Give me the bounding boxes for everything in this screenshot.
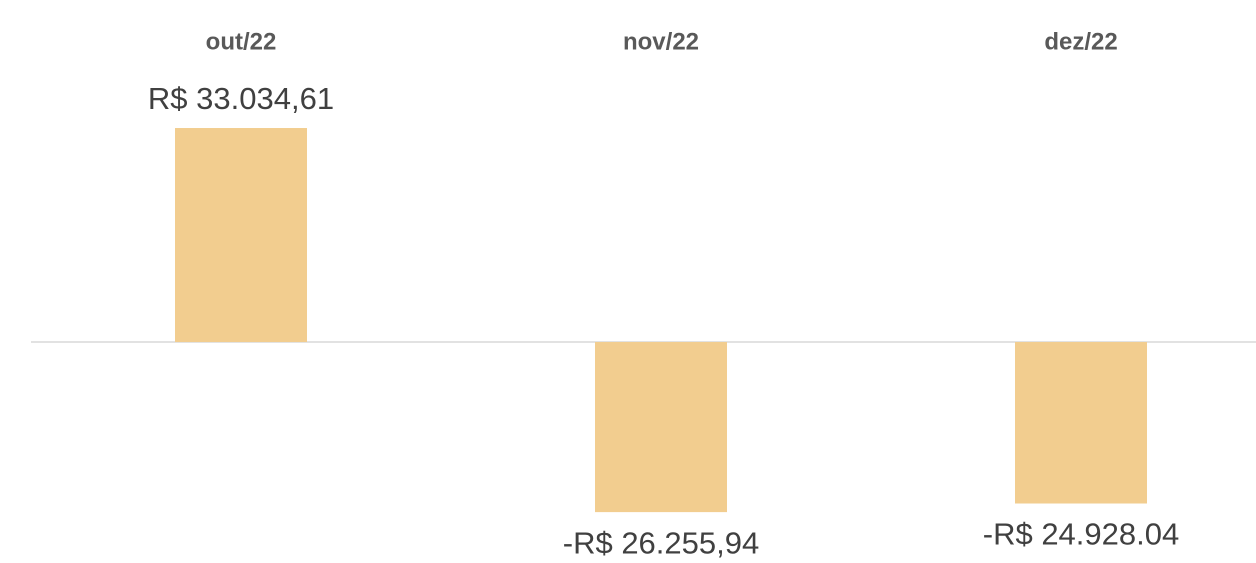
value-label: -R$ 24.928.04 [983, 517, 1179, 552]
value-label: R$ 33.034,61 [148, 81, 334, 116]
category-label: out/22 [206, 28, 277, 55]
bar [175, 128, 307, 343]
value-label: -R$ 26.255,94 [563, 525, 759, 560]
bar [1015, 342, 1147, 504]
category-label: dez/22 [1044, 28, 1117, 55]
bar [595, 342, 727, 513]
category-label: nov/22 [623, 28, 699, 55]
